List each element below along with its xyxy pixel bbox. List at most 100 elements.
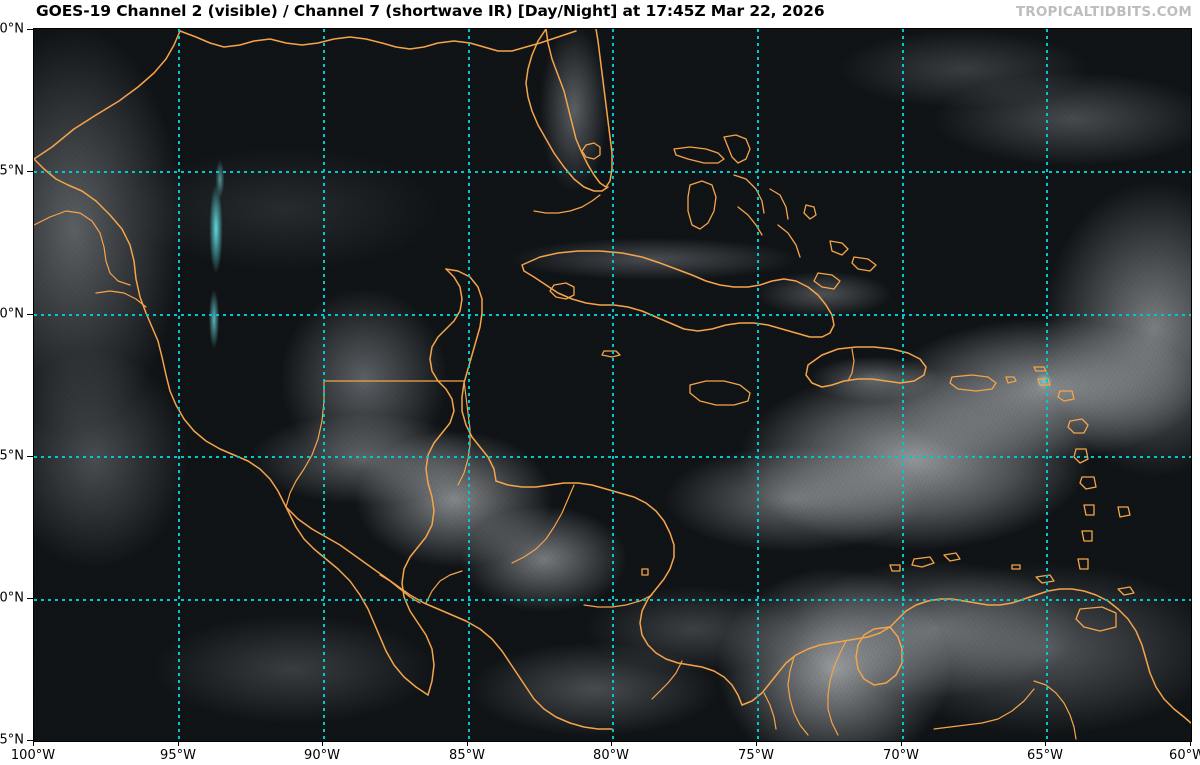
coastline-exuma [738, 207, 762, 235]
border-mexico-interior-2 [96, 291, 146, 307]
ylabel-5N: 5°N [0, 732, 24, 748]
coastline-st-lucia [1084, 505, 1094, 515]
ylabel-25N: 25°N [0, 163, 24, 179]
page-title: GOES-19 Channel 2 (visible) / Channel 7 … [36, 2, 825, 20]
coastline-turks-caicos [852, 257, 876, 271]
tick-lat-5 [27, 740, 33, 741]
ylabel-30N: 30°N [0, 21, 24, 37]
xlabel-70W: 70°W [883, 748, 919, 763]
coastline-st-vincent [1082, 531, 1092, 541]
coastline-centralamerica-caribbean [496, 481, 742, 705]
coastline-guyana [1118, 609, 1191, 723]
coastline-florida-west [526, 29, 608, 191]
coastline-st-martin [1038, 379, 1050, 385]
coastline-barbados [1118, 507, 1130, 517]
coastline-mexico-east [34, 159, 428, 695]
gridline-lon-90 [323, 29, 325, 741]
coastline-tobago [1118, 587, 1134, 595]
map-canvas [34, 29, 1191, 741]
coastline-anguilla [1034, 367, 1046, 371]
coastline-yucatan-east [446, 269, 496, 481]
coastline-bonaire [944, 553, 960, 561]
xlabel-65W: 65°W [1027, 748, 1063, 763]
tick-lat-10 [27, 598, 33, 599]
gridline-lat-10 [34, 599, 1191, 601]
tick-lon-100 [33, 741, 34, 746]
ylabel-15N: 15°N [0, 448, 24, 464]
coastline-abaco [724, 135, 750, 163]
tick-lon-70 [901, 741, 902, 746]
coastline-mayaguana [830, 241, 848, 255]
coastline-puerto-rico [950, 375, 996, 391]
coastline-guadeloupe [1068, 419, 1088, 433]
coastline-martinique [1080, 477, 1096, 489]
site-watermark: TROPICALTIDBITS.COM [1015, 4, 1192, 20]
border-venezuela-guyana [1034, 681, 1076, 739]
coastline-centralamerica-pacific [286, 507, 612, 729]
xlabel-90W: 90°W [304, 748, 340, 763]
tick-lat-20 [27, 314, 33, 315]
coastline-cuba [522, 251, 834, 337]
border-honduras-nicaragua [512, 485, 574, 563]
gridline-lon-95 [178, 29, 180, 741]
coastline-grenada [1078, 559, 1088, 569]
coastline-cayman [602, 351, 620, 357]
xlabel-80W: 80°W [593, 748, 629, 763]
xlabel-85W: 85°W [449, 748, 485, 763]
coastline-colombia [742, 589, 1118, 705]
tick-lat-25 [27, 171, 33, 172]
gridline-lon-65 [1046, 29, 1048, 741]
border-belize-guatemala [458, 381, 470, 485]
border-nicaragua-costarica [584, 595, 652, 607]
border-guatemala-west [286, 381, 324, 507]
border-mexico-interior [34, 211, 130, 285]
ylabel-20N: 20°N [0, 306, 24, 322]
coastline-overlay [34, 29, 1191, 741]
border-venezuela-brazil [934, 689, 1034, 729]
coastline-florida-keys [534, 195, 600, 213]
coastline-cat-island [770, 189, 788, 219]
border-venezuela-colombia [828, 641, 846, 735]
border-haiti-dr [848, 349, 854, 381]
border-elsalvador-honduras [426, 571, 462, 603]
coastline-margarita [1036, 575, 1054, 583]
xlabel-75W: 75°W [738, 748, 774, 763]
gridline-lon-85 [468, 29, 470, 741]
tick-lat-15 [27, 456, 33, 457]
coastline-curacao [912, 557, 934, 567]
coastline-san-andres [642, 569, 648, 575]
coastline-long-island [778, 225, 800, 257]
border-costarica-panama [652, 661, 682, 699]
tick-lon-85 [467, 741, 468, 746]
tick-lon-95 [178, 741, 179, 746]
border-colombia-interior [788, 657, 808, 735]
coastline-jamaica [690, 381, 750, 405]
coastline-san-salvador [804, 205, 816, 219]
header-bar: GOES-19 Channel 2 (visible) / Channel 7 … [0, 0, 1200, 28]
ylabel-10N: 10°N [0, 590, 24, 606]
border-panama-colombia [764, 693, 776, 729]
map-plot-area[interactable] [33, 28, 1192, 742]
coastline-florida [546, 29, 612, 187]
tick-lon-90 [322, 741, 323, 746]
coastline-hispaniola [806, 347, 926, 387]
xlabel-100W: 100°W [10, 748, 56, 763]
gridline-lat-20 [34, 314, 1191, 316]
tick-lat-30 [27, 29, 33, 30]
coastline-antigua [1058, 391, 1074, 401]
tick-lon-65 [1045, 741, 1046, 746]
coastline-dominica [1074, 449, 1088, 463]
coastline-inagua [814, 273, 840, 289]
lake-maracaibo [856, 627, 902, 685]
xlabel-95W: 95°W [160, 748, 196, 763]
gridline-lat-15 [34, 456, 1191, 458]
coastline-trinidad [1076, 607, 1116, 631]
coastline-isla-juventud [550, 283, 574, 299]
coastline-grand-bahama [674, 147, 724, 163]
gridline-lon-80 [612, 29, 614, 741]
coastline-mexico-gulf [34, 31, 180, 159]
tick-lon-80 [611, 741, 612, 746]
coastline-aruba [890, 565, 900, 571]
gridline-lon-70 [902, 29, 904, 741]
